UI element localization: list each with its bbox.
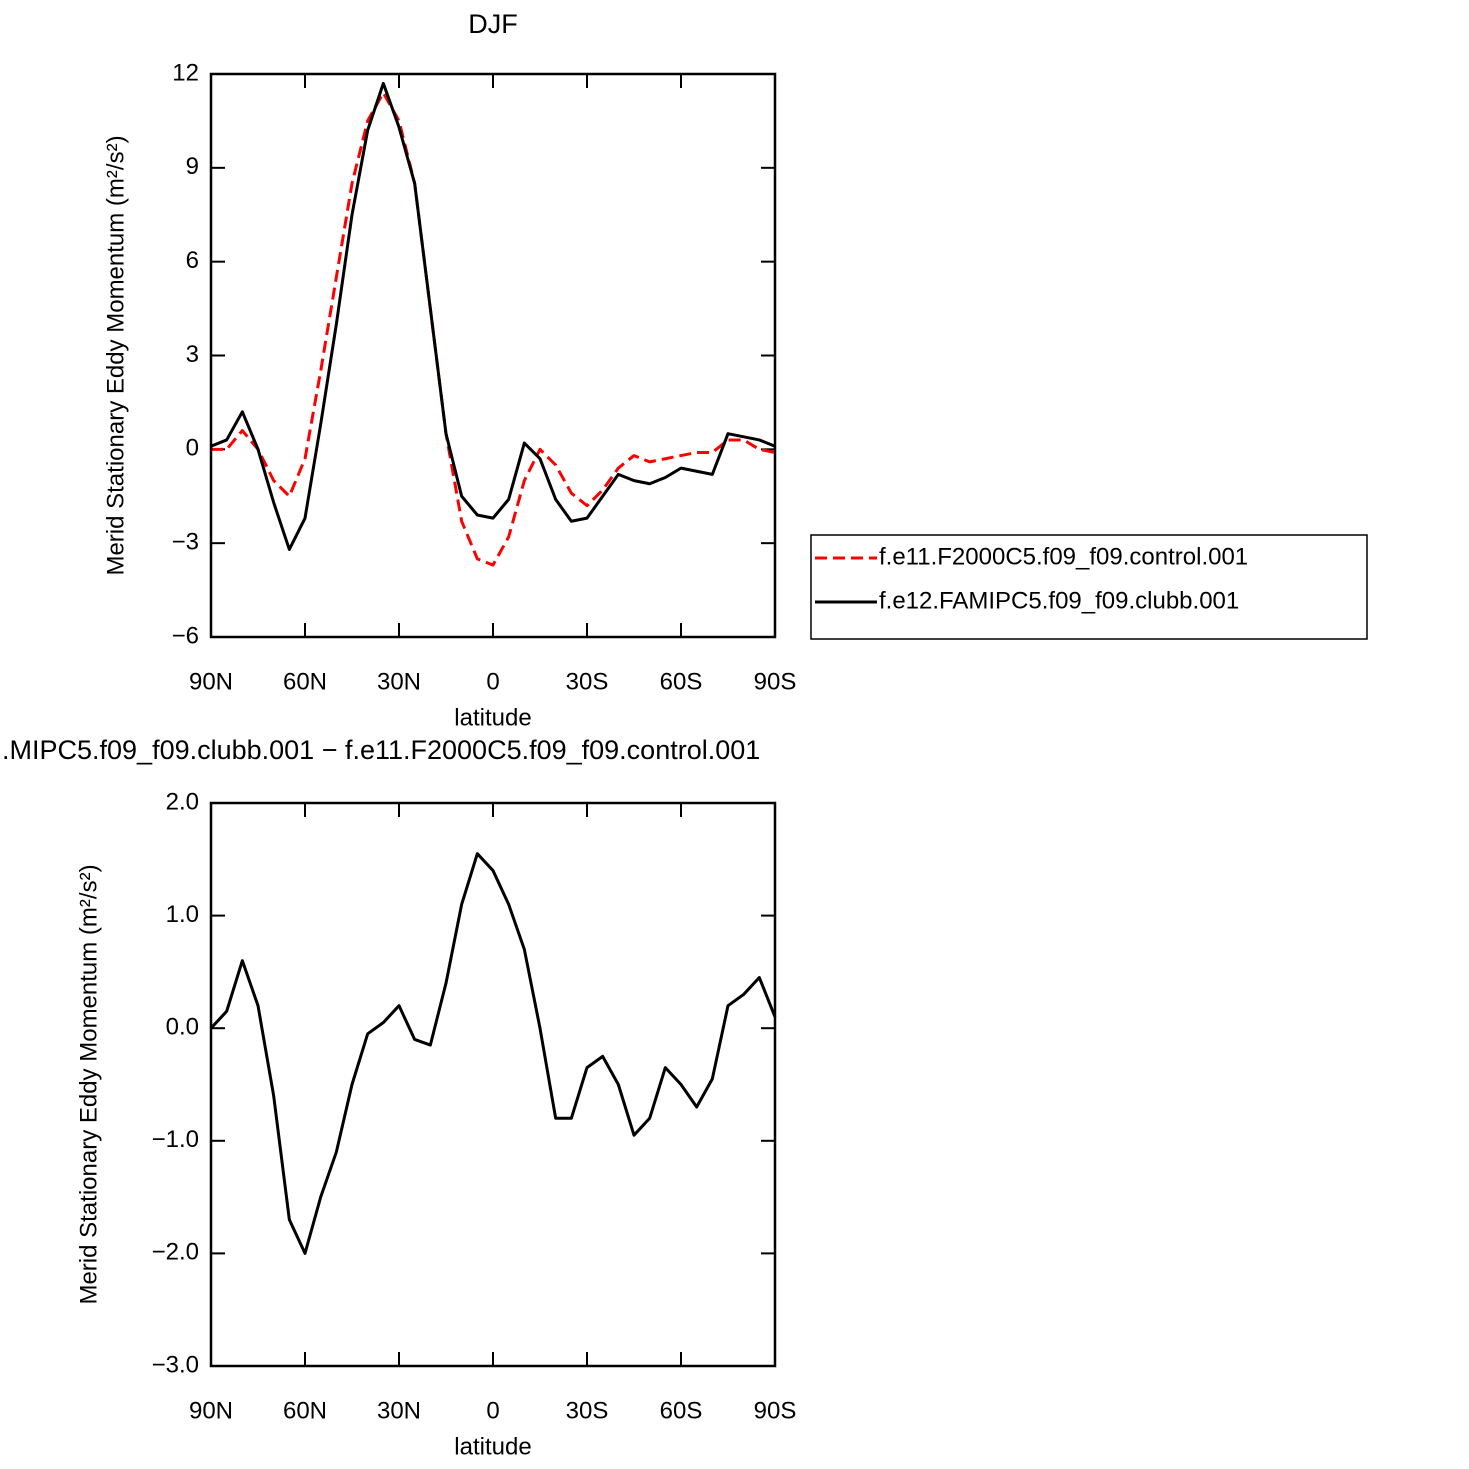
y-tick-label: 1.0 [166,901,199,928]
y-tick-label: −6 [172,622,199,649]
y-tick-label: −3.0 [152,1351,199,1378]
y-tick-label: 2.0 [166,788,199,815]
x-tick-label: 60S [660,668,703,695]
x-axis-label: latitude [454,704,531,731]
x-tick-label: 30N [377,668,421,695]
x-tick-label: 90S [754,668,797,695]
x-tick-label: 90N [189,1397,233,1424]
y-tick-label: −3 [172,529,199,556]
x-tick-label: 30S [566,1397,609,1424]
legend-label: f.e12.FAMIPC5.f09_f09.clubb.001 [879,587,1239,614]
y-tick-label: 6 [186,247,199,274]
y-tick-label: −1.0 [152,1126,199,1153]
series-line [211,91,776,567]
y-tick-label: 12 [172,59,199,86]
y-tick-label: −2.0 [152,1239,199,1266]
legend-label: f.e11.F2000C5.f09_f09.control.001 [879,543,1248,570]
plot-frame [209,72,777,639]
series-line [210,81,776,551]
plot-frame [209,801,777,1368]
x-tick-label: 60N [283,1397,327,1424]
x-tick-label: 90S [754,1397,797,1424]
y-tick-label: 0.0 [166,1014,199,1041]
x-axis-label: latitude [454,1433,531,1460]
chart-title: .MIPC5.f09_f09.clubb.001 − f.e11.F2000C5… [2,735,760,765]
y-axis-label: Merid Stationary Eddy Momentum (m²/s²) [102,135,129,575]
x-tick-label: 0 [486,668,499,695]
x-tick-label: 60N [283,668,327,695]
x-tick-label: 0 [486,1397,499,1424]
data-line [209,852,777,1255]
y-tick-label: 0 [186,435,199,462]
x-tick-label: 30N [377,1397,421,1424]
x-tick-label: 60S [660,1397,703,1424]
y-axis-label: Merid Stationary Eddy Momentum (m²/s²) [75,864,102,1304]
y-tick-label: 3 [186,341,199,368]
x-tick-label: 90N [189,668,233,695]
chart-title: DJF [468,9,518,39]
x-tick-label: 30S [566,668,609,695]
y-tick-label: 9 [186,153,199,180]
legend-box [810,534,1368,640]
